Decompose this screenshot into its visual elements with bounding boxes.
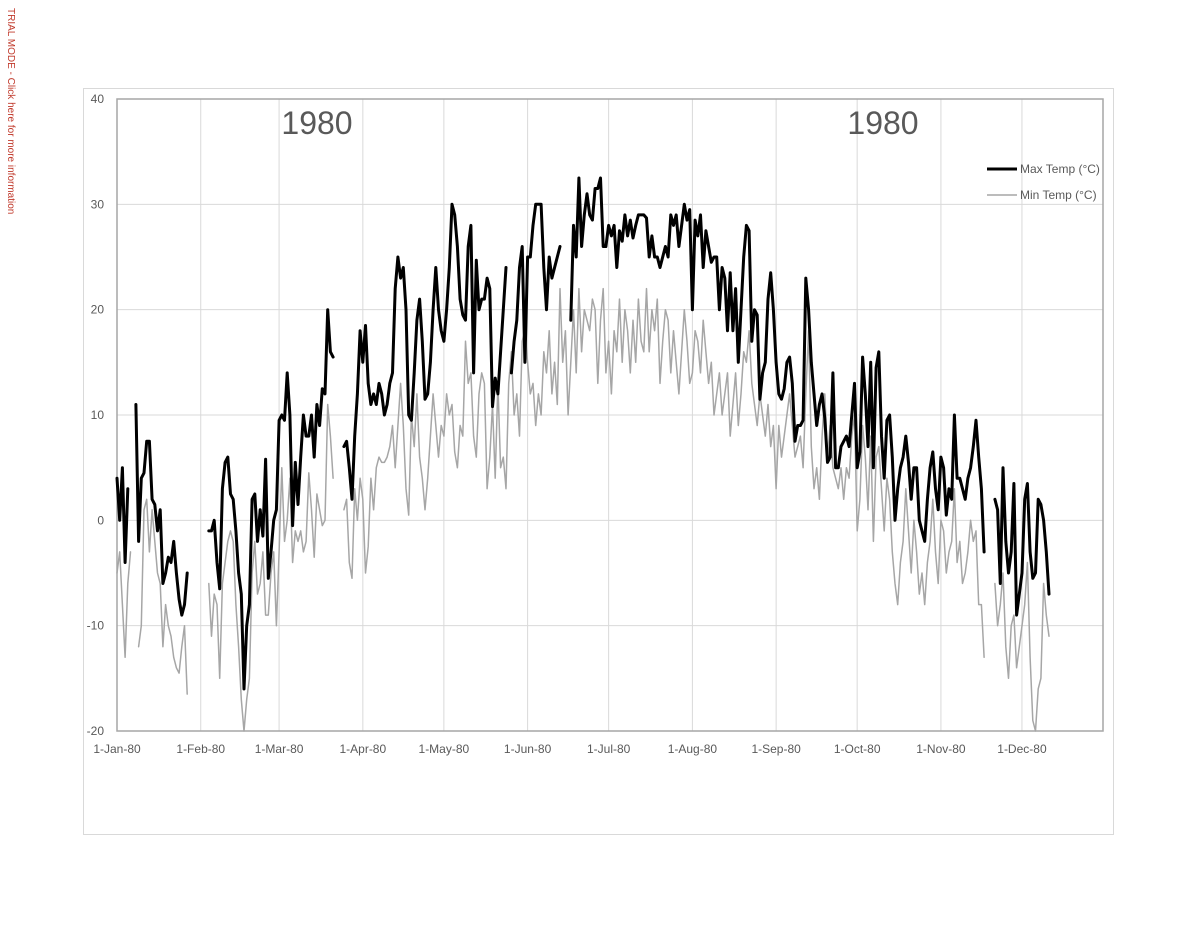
plot-border xyxy=(116,98,1104,732)
y-tick-label: 30 xyxy=(91,197,105,211)
annotation-year-right: 1980 xyxy=(847,105,918,141)
trial-mode-watermark[interactable]: TRIAL MODE - Click here for more informa… xyxy=(5,8,16,215)
x-tick-label: 1-May-80 xyxy=(419,742,470,756)
x-tick-label: 1-Dec-80 xyxy=(997,742,1047,756)
x-tick-label: 1-Nov-80 xyxy=(916,742,966,756)
x-tick-label: 1-Jul-80 xyxy=(587,742,631,756)
x-tick-label: 1-Sep-80 xyxy=(751,742,801,756)
legend-entry: Min Temp (°C) xyxy=(1020,188,1097,202)
y-tick-label: 40 xyxy=(91,92,105,106)
x-tick-label: 1-Jan-80 xyxy=(93,742,141,756)
line-chart: 40 30 20 10 0 -10 -20 1-Jan-80 1-Feb-80 1-Mar-80 1… xyxy=(87,92,1104,756)
x-tick-label: 1-Apr-80 xyxy=(339,742,386,756)
y-tick-label: -20 xyxy=(87,724,105,738)
y-tick-label: 20 xyxy=(91,303,105,317)
x-tick-label: 1-Feb-80 xyxy=(176,742,225,756)
series-line-min-temp xyxy=(116,287,1050,732)
x-tick-label: 1-Mar-80 xyxy=(255,742,304,756)
series-line-max-temp xyxy=(115,176,1051,691)
y-tick-label: 10 xyxy=(91,408,105,422)
y-tick-label: -10 xyxy=(87,619,105,633)
y-tick-label: 0 xyxy=(97,513,104,527)
x-tick-label: 1-Aug-80 xyxy=(668,742,718,756)
x-tick-label: 1-Oct-80 xyxy=(834,742,881,756)
annotation-year-left: 1980 xyxy=(281,105,352,141)
chart-area: 40 30 20 10 0 -10 -20 1-Jan-80 1-Feb-80 1-Mar-80 1… xyxy=(83,88,1114,835)
x-tick-label: 1-Jun-80 xyxy=(504,742,552,756)
legend-entry: Max Temp (°C) xyxy=(1020,162,1100,176)
